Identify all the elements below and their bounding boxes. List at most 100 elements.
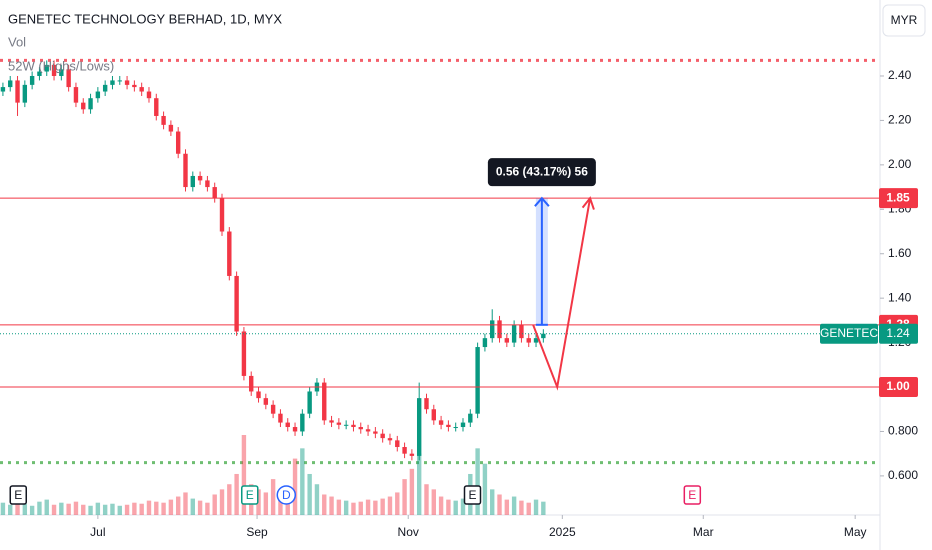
candle-body — [205, 180, 210, 188]
candle-body — [322, 382, 327, 421]
volume-bar — [438, 496, 444, 515]
volume-bar — [431, 489, 436, 515]
x-tick-label: Nov — [398, 525, 419, 539]
volume-bar — [278, 494, 283, 515]
volume-bar — [22, 503, 28, 515]
candle-body — [190, 175, 195, 188]
candle-body — [453, 427, 458, 429]
volume-bar — [497, 494, 502, 515]
volume-bar — [44, 499, 49, 515]
symbol-label: GENETEC — [820, 326, 878, 340]
volume-bar — [132, 502, 137, 515]
candle-body — [256, 391, 261, 399]
volume-bar — [490, 489, 495, 515]
volume-bar — [205, 502, 210, 515]
candle-body — [307, 391, 312, 414]
candle-body — [249, 375, 254, 392]
volume-bar — [402, 479, 407, 515]
volume-bar — [365, 499, 371, 515]
volume-bar — [446, 499, 451, 515]
candle-body — [161, 115, 166, 125]
candle-body — [263, 398, 269, 405]
volume-bar — [234, 473, 239, 515]
volume-bar — [329, 496, 334, 515]
candle-body — [102, 84, 108, 92]
candle-body — [395, 440, 400, 448]
volume-bar — [146, 500, 152, 515]
candle-body — [81, 102, 86, 110]
volume-bar — [395, 492, 400, 515]
candle-body — [44, 64, 49, 72]
plot: 0.56 (43.17%) 56 E E D E E — [0, 58, 880, 515]
y-tick-label: 1.40 — [888, 290, 912, 304]
currency-button[interactable] — [882, 4, 926, 37]
candle-body — [387, 438, 393, 441]
volume-bar — [0, 502, 6, 515]
volume-bar — [526, 502, 531, 515]
volume-bar — [416, 453, 422, 515]
x-tick-label: May — [844, 525, 867, 539]
y-tick-label: 1.60 — [888, 246, 912, 260]
candle-body — [132, 84, 137, 88]
event-marker — [241, 485, 259, 505]
candle-body — [482, 338, 488, 348]
volume-bar — [322, 494, 327, 515]
x-tick-label: Sep — [246, 525, 268, 539]
candle-body — [475, 347, 480, 414]
y-tick-label: 0.600 — [888, 468, 918, 482]
level-label-box — [879, 377, 918, 398]
candle-body — [438, 420, 444, 425]
candle-body — [519, 324, 524, 339]
volume-bar — [314, 484, 320, 515]
volume-bar — [475, 448, 480, 515]
candle-body — [497, 320, 502, 339]
candle-body — [424, 398, 429, 410]
candle-body — [241, 331, 247, 376]
candle-body — [504, 338, 510, 343]
level-label: 1.00 — [886, 379, 910, 393]
chart-title: GENETEC TECHNOLOGY BERHAD, 1D, MYX — [8, 11, 282, 26]
candle-body — [343, 424, 349, 426]
projection-path — [532, 198, 592, 391]
currency-button-label[interactable]: MYR — [891, 13, 918, 27]
candle-body — [533, 338, 539, 343]
candle-body — [409, 453, 415, 456]
volume-bar — [190, 498, 195, 515]
volume-bar — [263, 492, 269, 515]
volume-bar — [110, 503, 115, 515]
candle-body — [380, 433, 385, 439]
candle-body — [212, 187, 217, 199]
projection-arrowhead — [581, 196, 595, 210]
event-label: E — [14, 488, 22, 502]
volume-bar — [519, 500, 524, 515]
candle-body — [431, 409, 436, 421]
volume-bar — [124, 504, 130, 515]
candle-body — [15, 80, 20, 103]
volume-bar — [212, 494, 217, 515]
candle-body — [227, 231, 232, 276]
candle-body — [110, 80, 115, 85]
volume-bar — [81, 504, 86, 515]
candle-body — [29, 75, 35, 85]
candle-body — [365, 429, 371, 432]
volume-bar — [270, 479, 276, 515]
event-label: E — [468, 488, 476, 502]
candle-body — [446, 424, 451, 428]
candle-body — [59, 69, 64, 76]
candle-body — [329, 420, 334, 423]
candle-body — [526, 338, 531, 343]
volume-bar — [453, 500, 458, 515]
candle-body — [175, 131, 181, 154]
event-label: D — [282, 488, 291, 502]
volume-bar — [387, 496, 393, 515]
volume-bar — [336, 499, 342, 515]
candle-body — [37, 71, 42, 76]
candle-body — [358, 427, 363, 430]
event-label: E — [246, 488, 254, 502]
volume-bar — [168, 499, 174, 515]
volume-bar — [307, 473, 312, 515]
volume-bar — [88, 505, 93, 515]
candle-body — [416, 398, 422, 456]
volume-bar — [15, 500, 20, 515]
